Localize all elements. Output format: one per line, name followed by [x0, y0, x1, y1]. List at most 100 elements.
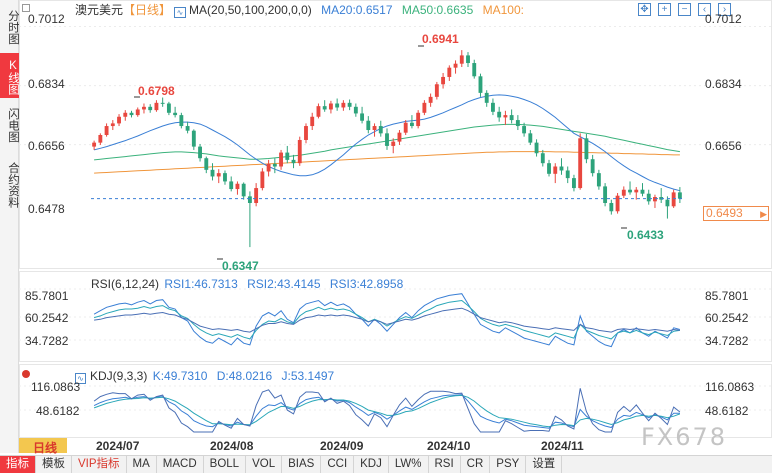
- grid-lines: [19, 26, 771, 411]
- high1-label: 0.6798: [138, 84, 175, 98]
- price-axis-label-left: 0.6834: [28, 77, 65, 91]
- candle-down: [540, 153, 545, 164]
- tab-ma[interactable]: MA: [127, 456, 157, 473]
- tab-kline[interactable]: K线图: [0, 53, 19, 98]
- candle-down: [229, 181, 234, 190]
- candle-down: [559, 166, 564, 171]
- candle-down: [285, 152, 290, 160]
- candle-up: [671, 192, 676, 207]
- candle-down: [478, 76, 483, 93]
- main-legend: 澳元美元【日线】 ∿ MA(20,50,100,200,0,0) MA20:0.65…: [75, 3, 524, 18]
- candle-up: [123, 112, 128, 117]
- chart-svg[interactable]: 0.6798 0.6347 0.6941 0.6433: [19, 0, 772, 453]
- candle-down: [547, 163, 551, 174]
- kdj-j-value: J:53.1497: [281, 369, 335, 383]
- chart-area: 0.6798 0.6347 0.6941 0.6433 澳元美元【日线】 ∿ MA(…: [19, 0, 772, 453]
- candle-up: [621, 189, 626, 196]
- candle-down: [509, 115, 514, 121]
- candle-down: [572, 178, 576, 189]
- candle-down: [515, 120, 520, 127]
- candle-down: [640, 189, 645, 194]
- candle-up: [154, 102, 159, 111]
- candle-down: [198, 146, 202, 159]
- candle-up: [92, 142, 97, 147]
- tab-settings[interactable]: 设置: [526, 456, 563, 473]
- candle-up: [634, 189, 639, 193]
- indicator-tab-bar: 指标 模板 VIP指标 MA MACD BOLL VOL BIAS CCI KD…: [0, 455, 772, 473]
- kdj-k-value: K:49.7310: [152, 369, 208, 383]
- candle-down: [484, 92, 489, 103]
- rsi-line-rsi3: [94, 307, 680, 333]
- tab-kdj[interactable]: KDJ: [354, 456, 389, 473]
- candle-up: [260, 171, 265, 189]
- period-selector[interactable]: [19, 438, 67, 453]
- candle-up: [447, 67, 452, 77]
- tab-boll[interactable]: BOLL: [204, 456, 247, 473]
- rsi-lines: [93, 293, 681, 348]
- candle-down: [409, 122, 414, 127]
- tab-vol[interactable]: VOL: [246, 456, 283, 473]
- move-icon[interactable]: ✥: [638, 3, 651, 16]
- candle-up: [578, 138, 583, 189]
- kdj-axis-label-right: 116.0863: [705, 380, 755, 394]
- date-label: 2024/09: [320, 439, 364, 453]
- rsi-axis-label-right: 85.7801: [705, 289, 749, 303]
- candle-up: [297, 139, 302, 164]
- tab-vip-indicator[interactable]: VIP指标: [72, 456, 127, 473]
- candle-up: [341, 102, 346, 108]
- rsi-line-rsi1: [93, 293, 681, 348]
- tab-psy[interactable]: PSY: [490, 456, 527, 473]
- candle-down: [628, 189, 632, 193]
- candle-down: [466, 55, 470, 64]
- candle-up: [216, 173, 221, 177]
- candle-down: [596, 173, 601, 187]
- kdj-line-k: [93, 394, 680, 429]
- tab-macd[interactable]: MACD: [157, 456, 204, 473]
- zoom-out-icon[interactable]: −: [678, 3, 691, 16]
- forward-icon[interactable]: ›: [718, 3, 731, 16]
- legend-toggle-icon[interactable]: [22, 4, 30, 12]
- price-annotations: 0.6798 0.6347 0.6941 0.6433: [134, 32, 664, 273]
- candle-up: [117, 116, 121, 124]
- candle-up: [422, 102, 427, 113]
- period-selector-label[interactable]: 日线: [33, 441, 58, 455]
- rsi-line-rsi2: [93, 299, 680, 340]
- candle-up: [110, 123, 115, 127]
- tab-lw[interactable]: LW%: [389, 456, 429, 473]
- tab-lightning[interactable]: 闪电图: [7, 108, 19, 143]
- kdj-axis-label: 48.6182: [36, 404, 80, 418]
- back-icon[interactable]: ‹: [698, 3, 711, 16]
- candle-down: [472, 63, 477, 77]
- tab-bias[interactable]: BIAS: [282, 456, 322, 473]
- rsi-params: RSI(6,12,24): [91, 277, 160, 291]
- tab-template[interactable]: 模板: [36, 456, 72, 473]
- period-badge[interactable]: 【日线】: [123, 3, 172, 17]
- tab-contract-info[interactable]: 合约资料: [7, 161, 19, 208]
- ma50-value: MA50:0.6635: [401, 3, 474, 17]
- tab-time-share[interactable]: 分时图: [7, 10, 19, 45]
- high2-label: 0.6941: [422, 32, 459, 46]
- candle-up: [98, 135, 103, 143]
- tab-cci[interactable]: CCI: [321, 456, 355, 473]
- candle-up: [403, 122, 408, 133]
- kdj-settings-icon[interactable]: ∿: [75, 373, 86, 384]
- candle-up: [434, 84, 439, 97]
- candle-down: [497, 111, 502, 118]
- candle-down: [353, 106, 358, 114]
- tab-indicator[interactable]: 指标: [0, 456, 36, 473]
- candle-down: [677, 192, 682, 199]
- date-label: 2024/08: [210, 439, 254, 453]
- candle-up: [328, 103, 333, 110]
- candle-down: [241, 183, 246, 197]
- candle-up: [397, 132, 402, 142]
- candle-down: [210, 169, 215, 177]
- candle-down: [360, 113, 365, 121]
- ma-settings-icon[interactable]: ∿: [174, 7, 187, 18]
- sidebar: 分时图 K线图 闪电图 合约资料: [0, 0, 19, 453]
- tab-cr[interactable]: CR: [461, 456, 491, 473]
- zoom-in-icon[interactable]: +: [658, 3, 671, 16]
- tab-rsi[interactable]: RSI: [429, 456, 461, 473]
- candle-up: [104, 126, 109, 135]
- current-price-value: 0.6493: [706, 206, 743, 220]
